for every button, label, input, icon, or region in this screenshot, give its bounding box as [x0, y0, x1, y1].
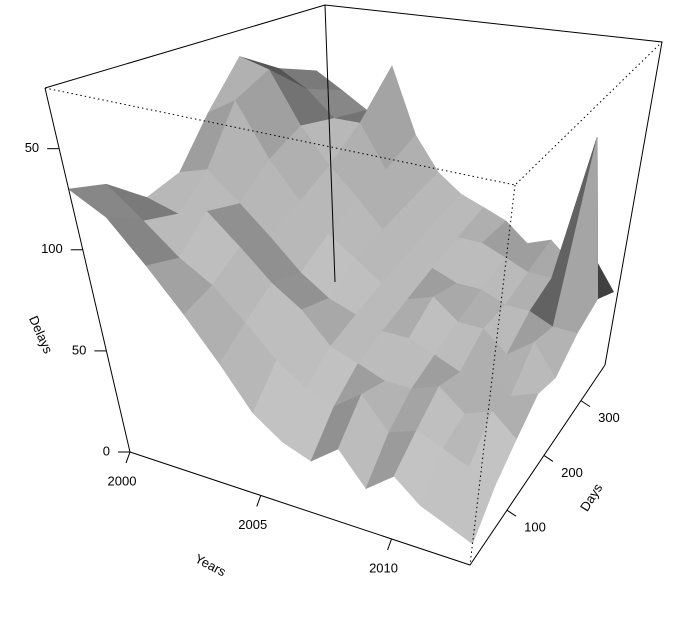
x-axis-title: Years	[193, 551, 229, 580]
surface-facet	[446, 466, 496, 545]
z-tick-label: 50	[25, 140, 39, 155]
x-tick-label: 2000	[108, 473, 137, 488]
x-tick	[125, 451, 131, 464]
y-axis-title: Days	[577, 480, 606, 513]
y-tick-label: 100	[524, 520, 546, 535]
axes	[44, 4, 663, 566]
surface	[67, 56, 615, 545]
y-tick	[543, 454, 554, 462]
x-tick	[256, 495, 262, 507]
z-axis-title: Delays	[26, 313, 56, 356]
y-tick	[580, 400, 591, 408]
box-edge	[44, 4, 663, 366]
y-tick-label: 200	[561, 465, 583, 480]
box-edge	[44, 87, 131, 453]
x-tick-label: 2010	[369, 560, 398, 575]
surface-facet	[552, 137, 599, 334]
z-tick-label: 50	[72, 342, 86, 357]
box-edge	[469, 184, 516, 566]
y-tick	[506, 509, 517, 517]
x-tick	[387, 538, 393, 551]
z-tick-label: 0	[103, 443, 110, 458]
box-edge	[44, 41, 663, 186]
z-tick-label: 100	[41, 241, 63, 256]
box-edge	[324, 4, 336, 283]
x-tick-label: 2005	[238, 517, 267, 532]
surface-facet	[595, 137, 615, 300]
y-tick-label: 300	[598, 410, 620, 425]
